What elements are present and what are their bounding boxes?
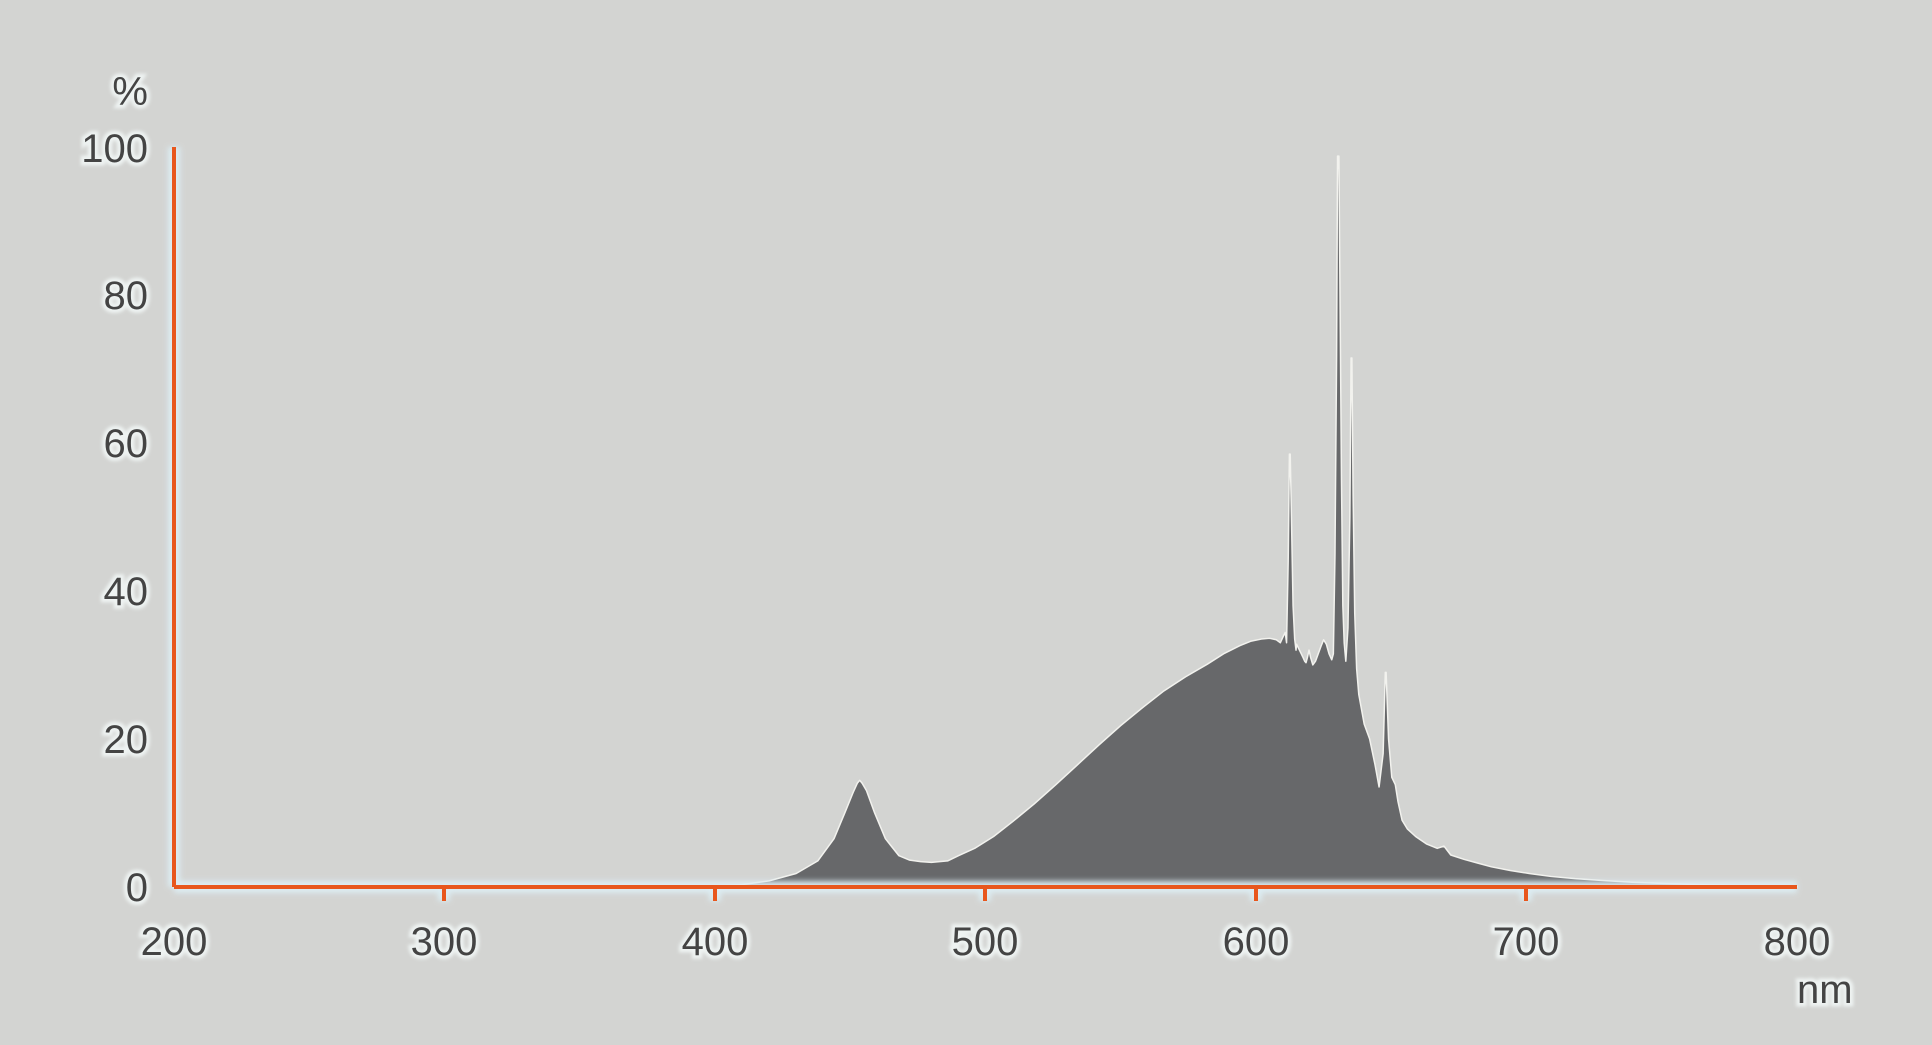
svg-text:20: 20 (104, 718, 149, 762)
svg-text:%: % (112, 70, 148, 114)
svg-text:nm: nm (1797, 968, 1853, 1012)
svg-text:800: 800 (1764, 920, 1831, 964)
svg-text:400: 400 (682, 920, 749, 964)
svg-text:60: 60 (104, 422, 149, 466)
svg-text:100: 100 (81, 127, 148, 171)
svg-text:300: 300 (411, 920, 478, 964)
svg-text:200: 200 (141, 920, 208, 964)
svg-text:700: 700 (1493, 920, 1560, 964)
svg-text:600: 600 (1223, 920, 1290, 964)
svg-text:500: 500 (952, 920, 1019, 964)
svg-text:0: 0 (126, 866, 148, 910)
svg-text:40: 40 (104, 570, 149, 614)
svg-text:80: 80 (104, 274, 149, 318)
